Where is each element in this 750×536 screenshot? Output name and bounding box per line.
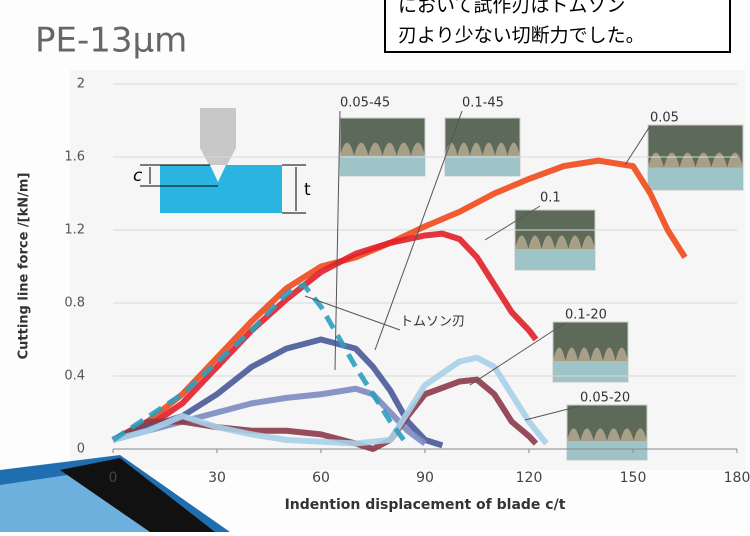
- micrograph-base: [648, 167, 743, 190]
- x-tick-label: 0: [109, 470, 118, 486]
- series-label: トムソン刃: [400, 315, 465, 330]
- inset-label: c: [133, 166, 143, 186]
- x-tick-label: 60: [312, 470, 330, 486]
- x-tick-label: 30: [208, 470, 226, 486]
- x-tick-label: 180: [724, 470, 750, 486]
- series-label: 0.05-20: [580, 391, 630, 406]
- micrograph-base: [445, 156, 520, 176]
- series-label: 0.1-45: [462, 96, 504, 111]
- y-tick-label: 1.2: [64, 223, 85, 238]
- series-label: 0.1-20: [565, 308, 607, 323]
- x-tick-label: 150: [620, 470, 647, 486]
- micrograph-base: [515, 249, 595, 270]
- y-tick-label: 0.4: [64, 369, 85, 384]
- x-tick-label: 90: [416, 470, 434, 486]
- micrograph-base: [567, 441, 647, 460]
- series-label: 0.05: [650, 111, 679, 126]
- x-tick-label: 120: [516, 470, 543, 486]
- series-label: 0.05-45: [340, 96, 390, 111]
- callout-text: において試作刃はトムソン: [398, 0, 625, 17]
- y-tick-label: 0.8: [64, 296, 85, 311]
- inset-label: t: [304, 180, 311, 200]
- slide: PE-13μm において試作刃はトムソン 刃より少ない切断力でした。 Inden…: [0, 0, 750, 532]
- y-axis-label: Cutting line force /[kN/m]: [17, 173, 32, 360]
- callout-text: 刃より少ない切断力でした。: [398, 25, 645, 47]
- y-tick-label: 0: [77, 442, 85, 457]
- series-label: 0.1: [540, 191, 561, 206]
- chart-title: PE-13μm: [35, 21, 187, 61]
- x-axis-label: Indention displacement of blade c/t: [285, 497, 566, 513]
- y-tick-label: 2: [77, 77, 85, 92]
- micrograph-base: [340, 156, 425, 176]
- micrograph-base: [553, 361, 628, 382]
- y-tick-label: 1.6: [64, 150, 85, 165]
